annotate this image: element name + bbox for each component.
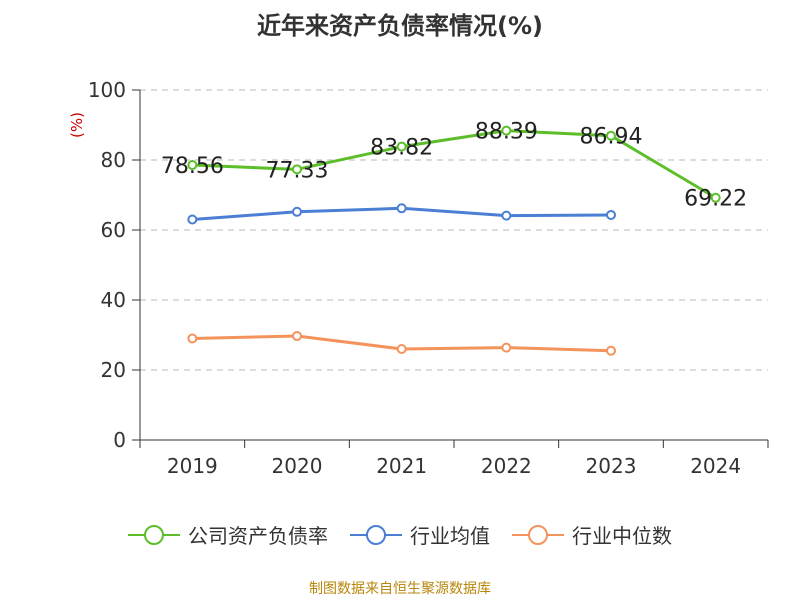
data-point xyxy=(501,125,512,136)
y-tick-label: 0 xyxy=(113,428,126,452)
data-label: 78.56 xyxy=(161,154,224,179)
y-tick-label: 40 xyxy=(101,288,126,312)
data-point xyxy=(396,203,407,214)
data-point xyxy=(501,210,512,221)
x-tick-label: 2020 xyxy=(272,454,323,478)
x-tick-label: 2019 xyxy=(167,454,218,478)
legend-item[interactable]: 行业均值 xyxy=(350,520,490,549)
legend-label: 公司资产负债率 xyxy=(188,524,328,548)
data-point xyxy=(501,342,512,353)
legend-marker-icon xyxy=(350,524,402,545)
x-tick-label: 2023 xyxy=(586,454,637,478)
data-label: 69.22 xyxy=(684,187,747,212)
axes: 0 20 40 60 80 100 2019 2020 2021 2022 2023 2024 (%) xyxy=(68,78,769,478)
y-tick-label: 100 xyxy=(88,78,126,102)
y-tick-label: 60 xyxy=(101,218,126,242)
grid-lines xyxy=(140,89,768,371)
data-point xyxy=(710,192,721,203)
series-layer xyxy=(187,125,721,356)
data-point xyxy=(187,214,198,225)
data-label: 86.94 xyxy=(580,125,643,150)
data-point xyxy=(396,344,407,354)
series-line xyxy=(192,129,717,200)
data-point xyxy=(292,164,302,175)
data-point xyxy=(292,206,302,217)
source-note: 制图数据来自恒生聚源数据库 xyxy=(309,581,491,597)
data-point xyxy=(292,331,302,342)
legend: 公司资产负债率 行业均值 行业中位数 xyxy=(0,520,800,549)
legend-label: 行业均值 xyxy=(410,524,490,548)
x-tick-label: 2021 xyxy=(376,454,427,478)
data-label: 88.39 xyxy=(475,120,538,145)
legend-marker-icon xyxy=(128,524,180,545)
data-labels: 78.56 77.33 83.82 88.39 86.94 69.22 xyxy=(161,120,747,212)
data-point xyxy=(606,209,616,220)
legend-item[interactable]: 公司资产负债率 xyxy=(128,520,328,549)
legend-item[interactable]: 行业中位数 xyxy=(512,520,672,549)
y-tick-label: 80 xyxy=(101,148,126,172)
x-tick-label: 2022 xyxy=(481,454,532,478)
chart-title: 近年来资产负债率情况(%) xyxy=(257,12,543,40)
data-point xyxy=(187,160,198,171)
data-point xyxy=(396,141,407,152)
y-tick-label: 20 xyxy=(101,358,126,382)
data-point xyxy=(606,130,616,141)
data-point xyxy=(606,345,616,356)
data-point xyxy=(187,333,198,344)
x-tick-label: 2024 xyxy=(690,454,741,478)
legend-marker-icon xyxy=(512,524,564,545)
y-axis-label: (%) xyxy=(68,112,86,138)
data-label: 83.82 xyxy=(370,136,433,161)
legend-label: 行业中位数 xyxy=(572,524,672,548)
data-label: 77.33 xyxy=(266,158,329,183)
